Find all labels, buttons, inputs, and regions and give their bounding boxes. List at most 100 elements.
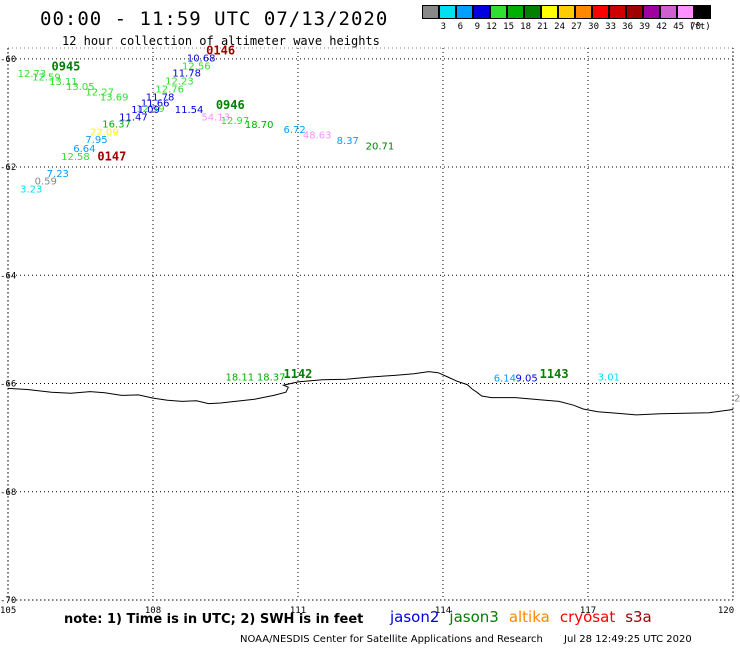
- wave-height-label: 12.59: [136, 104, 165, 115]
- legend-swatch: [473, 5, 490, 19]
- legend-label: 3: [440, 22, 446, 32]
- footer-note: note: 1) Time is in UTC; 2) SWH is in fe…: [64, 612, 364, 627]
- legend-swatch: [677, 5, 694, 19]
- legend-swatch: [626, 5, 643, 19]
- wave-height-label: 13.11: [49, 77, 78, 88]
- legend-swatch: [575, 5, 592, 19]
- pass-labels: 0146 0945 0946 0147 1142 1143: [52, 43, 569, 381]
- coastline-layer: [7, 371, 734, 416]
- lat-label: -60: [0, 55, 16, 65]
- wave-height-label: 11.47: [119, 113, 148, 124]
- wave-height-label: 7.95: [85, 135, 107, 146]
- legend-label: 24: [554, 22, 565, 32]
- map-title: 00:00 - 11:59 UTC 07/13/2020: [40, 8, 389, 30]
- wave-height-label: 3.23: [20, 184, 42, 195]
- satellite-jason2: jason2: [390, 608, 440, 626]
- legend-unit: (ft): [689, 22, 711, 32]
- wave-height-label: 11.78: [146, 92, 175, 103]
- legend-swatch: [524, 5, 541, 19]
- satellite-s3a: s3a: [625, 608, 652, 626]
- legend-label: 39: [639, 22, 650, 32]
- wave-height-label: 20.71: [366, 142, 395, 153]
- satellite-altika: altika: [508, 608, 550, 626]
- lat-label: -66: [0, 380, 16, 390]
- credit-text: NOAA/NESDIS Center for Satellite Applica…: [240, 634, 543, 645]
- satellite-key: jason2 jason3 altika cryosat s3a: [390, 608, 662, 626]
- legend-label: 45: [673, 22, 684, 32]
- lon-label: 111: [290, 606, 306, 616]
- graticule: [7, 47, 734, 601]
- wave-height-label: 6.64: [73, 144, 95, 155]
- wave-height-label: 18.70: [245, 120, 274, 131]
- satellite-cryosat: cryosat: [559, 608, 616, 626]
- legend-swatch: [643, 5, 660, 19]
- satellite-jason3: jason3: [449, 608, 499, 626]
- wave-height-label: 11.66: [141, 98, 170, 109]
- wave-height-label: 16.37: [102, 120, 131, 131]
- legend-swatch: [558, 5, 575, 19]
- pass-time-label: 0147: [97, 150, 126, 164]
- legend-swatch: [694, 5, 711, 19]
- wave-height-label: 6.14: [494, 373, 516, 384]
- wave-height-label: 48.63: [303, 130, 332, 141]
- lon-label: 114: [435, 606, 451, 616]
- lon-label: 120: [718, 606, 734, 616]
- legend-swatch: [507, 5, 524, 19]
- legend-swatch: [490, 5, 507, 19]
- lon-label: 117: [580, 606, 596, 616]
- footer-credit: NOAA/NESDIS Center for Satellite Applica…: [240, 634, 692, 645]
- wave-height-label: 12.59: [32, 72, 61, 83]
- observation-labels: 10.6812.5611.7812.2312.7611.7811.6612.59…: [18, 54, 740, 405]
- legend-label: 36: [622, 22, 633, 32]
- lat-label: -68: [0, 488, 16, 498]
- wave-height-label: 11.54: [175, 105, 204, 116]
- legend-label: 27: [571, 22, 582, 32]
- lat-label: -64: [0, 271, 16, 281]
- legend-label: 12: [486, 22, 497, 32]
- legend-swatch: [609, 5, 626, 19]
- lon-label: 108: [145, 606, 161, 616]
- legend-swatch: [422, 5, 439, 19]
- legend-swatch: [456, 5, 473, 19]
- lat-label: -70: [0, 596, 16, 606]
- legend-label: 18: [520, 22, 531, 32]
- pass-time-label: 1143: [540, 367, 569, 381]
- legend-swatch: [592, 5, 609, 19]
- generated-time: Jul 28 12:49:25 UTC 2020: [564, 634, 692, 645]
- wave-height-label: 54.13: [201, 113, 230, 124]
- wave-height-label: 12.73: [18, 69, 47, 80]
- wave-height-label: 18.37: [257, 372, 286, 383]
- wave-height-label: 7.23: [47, 169, 69, 180]
- wave-height-label: 12.58: [61, 152, 90, 163]
- wave-height-label: 12.27: [85, 88, 114, 99]
- legend-label: 30: [588, 22, 599, 32]
- pass-time-label: 0946: [216, 98, 245, 112]
- wave-height-label: 8.37: [337, 136, 359, 147]
- pass-time-label: 1142: [284, 367, 313, 381]
- wave-height-label: 6.72: [284, 125, 306, 136]
- legend-label: 6: [457, 22, 463, 32]
- wave-height-label: 18.11: [226, 372, 255, 383]
- wave-height-label: 11.09: [131, 105, 160, 116]
- pass-time-label: 0146: [206, 43, 235, 57]
- wave-height-label: 13.05: [66, 82, 95, 93]
- wave-height-label: 12.56: [182, 62, 211, 73]
- legend-swatch: [541, 5, 558, 19]
- wave-height-label: 12.23: [165, 76, 194, 87]
- wave-height-label: 2: [734, 393, 740, 404]
- antarctic-coastline: [7, 371, 734, 416]
- legend-label: 70: [690, 22, 701, 32]
- wave-height-label: 10.68: [187, 54, 216, 65]
- legend-label: 15: [503, 22, 514, 32]
- lat-label: -62: [0, 163, 16, 173]
- pass-time-label: 0945: [52, 60, 81, 74]
- wave-height-label: 13.69: [100, 92, 129, 103]
- legend-label: 9: [474, 22, 480, 32]
- lon-label: 105: [0, 606, 16, 616]
- plot-frame: [7, 47, 734, 601]
- wave-height-label: 12.76: [155, 84, 184, 95]
- wave-height-label: 22.09: [90, 128, 119, 139]
- legend-swatch: [660, 5, 677, 19]
